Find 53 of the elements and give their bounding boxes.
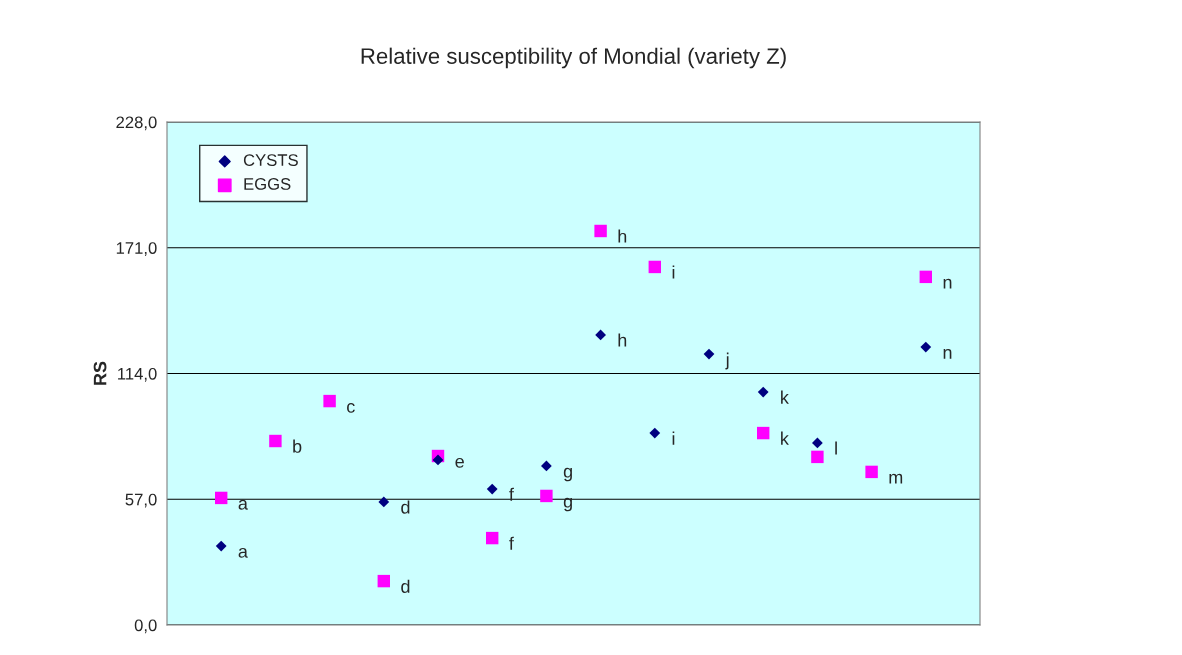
point bbox=[811, 450, 824, 464]
data-label: g bbox=[563, 467, 572, 482]
chart-title: Relative susceptibility of Mondial (variety Z) bbox=[361, 47, 786, 69]
legend-label: EGGS bbox=[244, 178, 291, 190]
data-label: h bbox=[618, 229, 627, 243]
point bbox=[594, 224, 607, 238]
point bbox=[757, 386, 769, 398]
data-label: b bbox=[293, 439, 302, 453]
point bbox=[540, 489, 553, 503]
data-label: l bbox=[835, 441, 837, 455]
data-label: i bbox=[672, 431, 675, 445]
point bbox=[756, 426, 770, 440]
y-tick-label: 228,0 bbox=[116, 116, 157, 131]
data-label: k bbox=[781, 431, 789, 445]
point bbox=[486, 483, 498, 495]
point bbox=[649, 427, 661, 439]
y-tick-label: 114,0 bbox=[118, 367, 157, 382]
y-tick-label: 57,0 bbox=[125, 493, 157, 508]
data-label: h bbox=[618, 333, 627, 347]
point bbox=[920, 341, 932, 353]
point bbox=[378, 496, 390, 508]
point bbox=[919, 270, 933, 284]
point bbox=[703, 348, 715, 360]
point bbox=[269, 434, 282, 448]
y-tick-label: 171,0 bbox=[116, 242, 157, 256]
data-label: a bbox=[238, 499, 248, 510]
point bbox=[432, 454, 444, 466]
point bbox=[865, 465, 878, 479]
data-label: c bbox=[347, 402, 355, 413]
data-label: d bbox=[401, 500, 410, 514]
y-axis-title: RS bbox=[93, 361, 107, 385]
point bbox=[323, 394, 336, 408]
data-label: g bbox=[563, 497, 572, 512]
point bbox=[541, 460, 552, 472]
point bbox=[377, 574, 391, 588]
data-label: j bbox=[725, 352, 729, 370]
data-label: i bbox=[672, 265, 675, 279]
data-label: n bbox=[943, 348, 952, 359]
point bbox=[215, 540, 227, 552]
data-label: f bbox=[509, 487, 514, 501]
data-label: f bbox=[509, 536, 514, 550]
point bbox=[595, 329, 606, 341]
legend-label: CYSTS bbox=[243, 154, 298, 166]
point bbox=[485, 531, 499, 545]
data-label: d bbox=[401, 579, 410, 593]
data-label: n bbox=[943, 278, 952, 289]
point bbox=[214, 491, 228, 505]
data-label: e bbox=[455, 457, 464, 468]
data-label: a bbox=[238, 547, 248, 558]
point bbox=[648, 260, 662, 274]
data-label: k bbox=[781, 390, 789, 404]
data-label: m bbox=[889, 473, 903, 484]
y-tick-label: 0,0 bbox=[134, 619, 157, 634]
